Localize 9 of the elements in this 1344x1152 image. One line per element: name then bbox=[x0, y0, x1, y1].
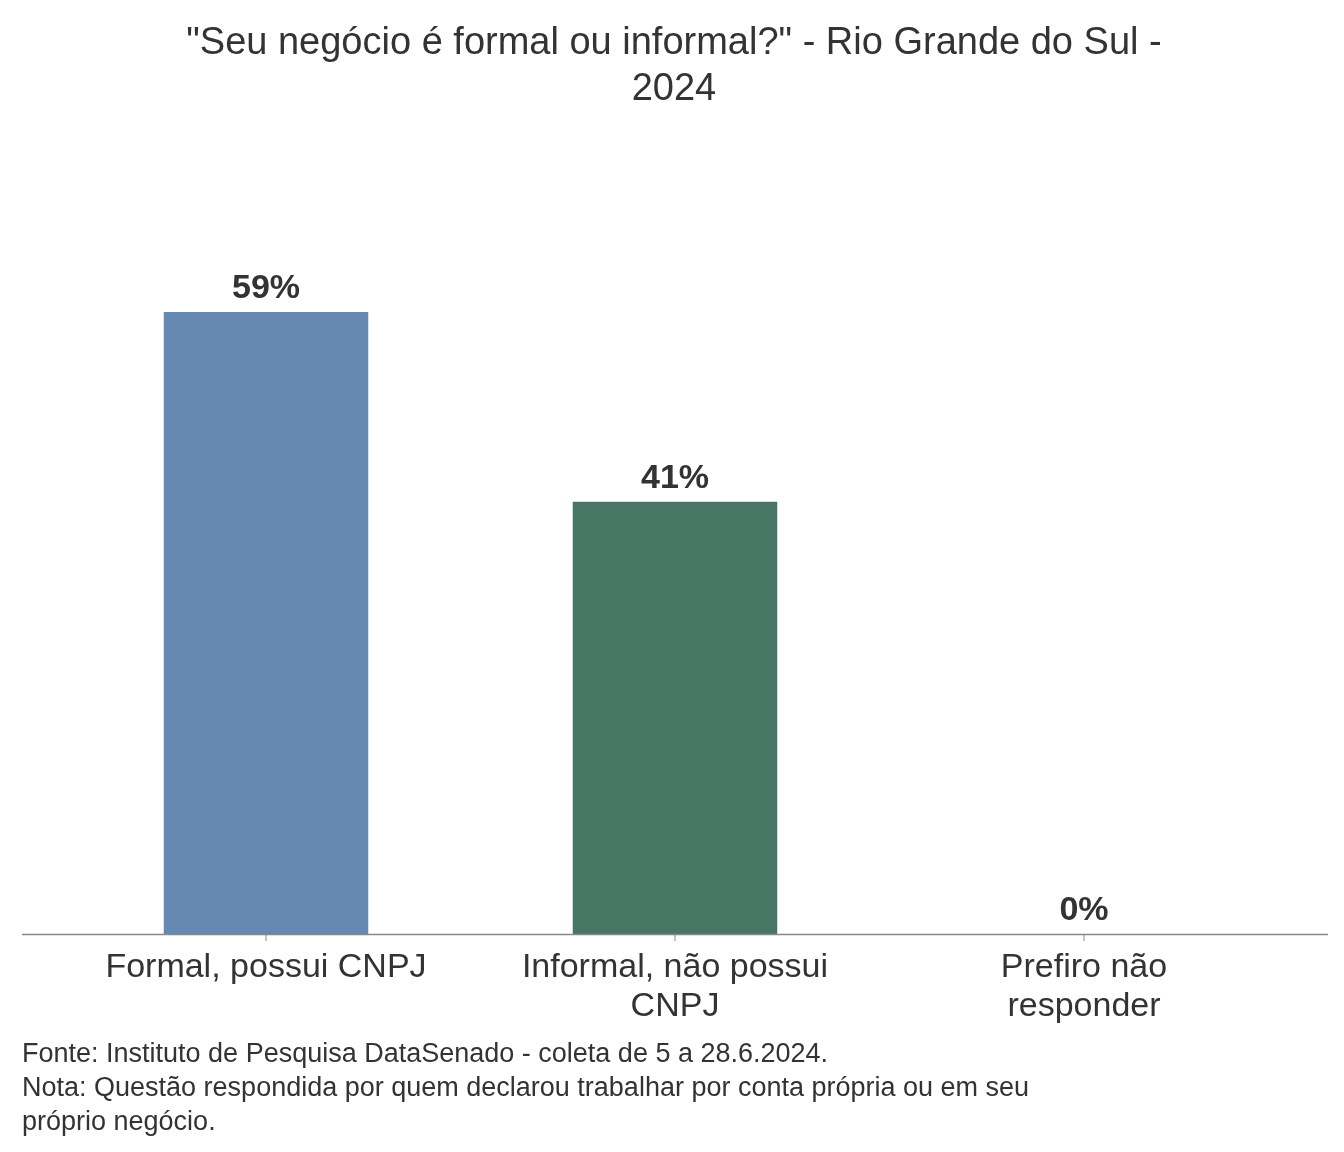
x-tick-label: Prefiro não responder bbox=[1000, 946, 1168, 1023]
source-note: Fonte: Instituto de Pesquisa DataSenado - coleta de 5 a 28.6.2024. bbox=[22, 1038, 829, 1068]
text: Nota: Questão respondida por quem declarou trabalhar por conta própria ou em seu próprio negócio. bbox=[22, 1072, 1030, 1136]
data-label: 41% bbox=[640, 456, 710, 495]
data-label: 59% bbox=[231, 267, 301, 305]
x-tick-label: Formal, possui CNPJ bbox=[105, 946, 427, 984]
x-tick-label: Informal, não possui CNPJ bbox=[521, 946, 829, 1023]
data-label: 0% bbox=[1059, 889, 1109, 927]
chart-title: "Seu negócio é formal ou informal?" - Rio Grande do Sul - 2024 bbox=[186, 20, 1162, 108]
